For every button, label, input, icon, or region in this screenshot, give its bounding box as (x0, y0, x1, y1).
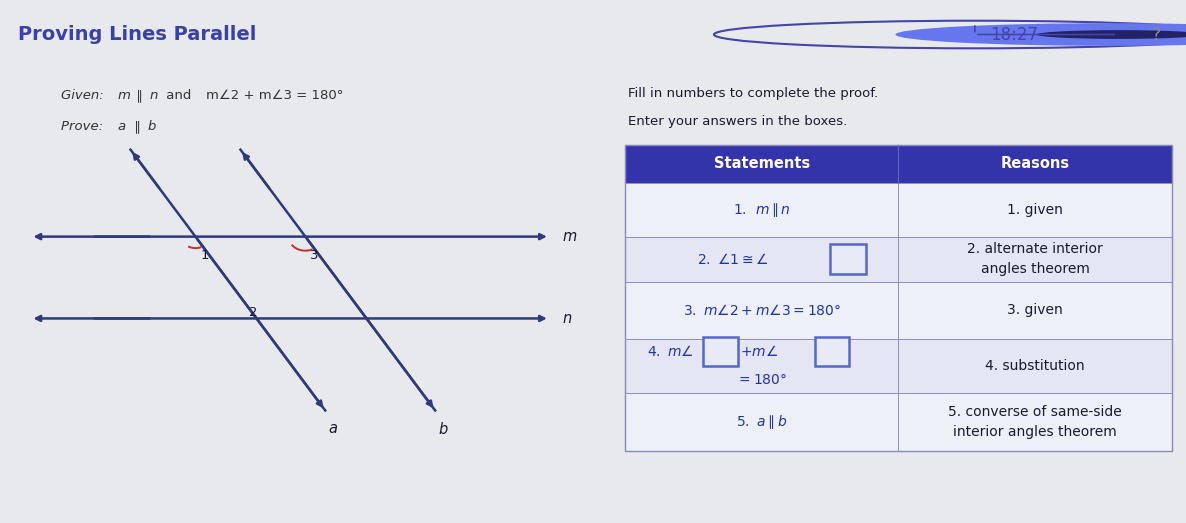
FancyBboxPatch shape (830, 244, 866, 274)
Text: Enter your answers in the boxes.: Enter your answers in the boxes. (629, 115, 847, 128)
Bar (625, 144, 1172, 451)
Text: $= 180°$: $= 180°$ (737, 373, 788, 387)
Circle shape (1037, 30, 1186, 39)
Text: $m$: $m$ (562, 229, 578, 244)
Text: $b$: $b$ (439, 420, 448, 437)
Text: b: b (148, 120, 157, 133)
FancyBboxPatch shape (815, 337, 849, 366)
Text: 2: 2 (249, 305, 257, 319)
Bar (899, 236, 1172, 281)
Text: $2.\ \angle 1 \cong \angle\ $: $2.\ \angle 1 \cong \angle\ $ (697, 252, 769, 267)
Bar (625, 144, 1172, 183)
Bar (625, 393, 899, 451)
Bar (625, 281, 899, 339)
Text: Fill in numbers to complete the proof.: Fill in numbers to complete the proof. (629, 87, 878, 100)
Text: and: and (161, 89, 196, 103)
Text: Statements: Statements (714, 156, 810, 171)
Text: $4.\ m\angle$: $4.\ m\angle$ (646, 344, 694, 359)
Text: 18:27: 18:27 (990, 26, 1038, 43)
Text: $3.\ m\angle 2 + m\angle 3 = 180°$: $3.\ m\angle 2 + m\angle 3 = 180°$ (683, 303, 841, 318)
Text: ∥: ∥ (132, 89, 147, 103)
Bar (899, 393, 1172, 451)
Text: 1.  $m \parallel n$: 1. $m \parallel n$ (733, 201, 791, 219)
Text: $n$: $n$ (562, 311, 572, 326)
Text: ∥: ∥ (130, 120, 145, 133)
Text: 5. converse of same-side
interior angles theorem: 5. converse of same-side interior angles… (948, 405, 1122, 439)
Text: 3. given: 3. given (1007, 303, 1063, 317)
Bar (625, 236, 899, 281)
Text: a: a (117, 120, 126, 133)
Text: m∠2 + m∠3 = 180°: m∠2 + m∠3 = 180° (206, 89, 344, 103)
FancyBboxPatch shape (703, 337, 738, 366)
Text: 2. alternate interior
angles theorem: 2. alternate interior angles theorem (967, 242, 1103, 276)
Text: Reasons: Reasons (1001, 156, 1070, 171)
Text: Given:: Given: (62, 89, 108, 103)
Text: n: n (149, 89, 158, 103)
Text: $+m\angle$: $+m\angle$ (740, 344, 778, 359)
Text: 4. substitution: 4. substitution (986, 359, 1085, 373)
Bar (899, 183, 1172, 236)
Text: m: m (117, 89, 130, 103)
Text: ?: ? (1152, 26, 1161, 43)
Text: $a$: $a$ (329, 420, 338, 436)
Text: $5.\ a \parallel b$: $5.\ a \parallel b$ (737, 413, 788, 431)
Text: 1: 1 (200, 249, 209, 263)
Circle shape (895, 23, 1186, 46)
Bar (899, 281, 1172, 339)
Text: Proving Lines Parallel: Proving Lines Parallel (18, 25, 256, 44)
Text: Prove:: Prove: (62, 120, 108, 133)
Text: 1. given: 1. given (1007, 203, 1063, 217)
Bar (625, 183, 899, 236)
Bar (899, 339, 1172, 393)
Text: 3: 3 (311, 249, 319, 263)
Bar (625, 339, 899, 393)
